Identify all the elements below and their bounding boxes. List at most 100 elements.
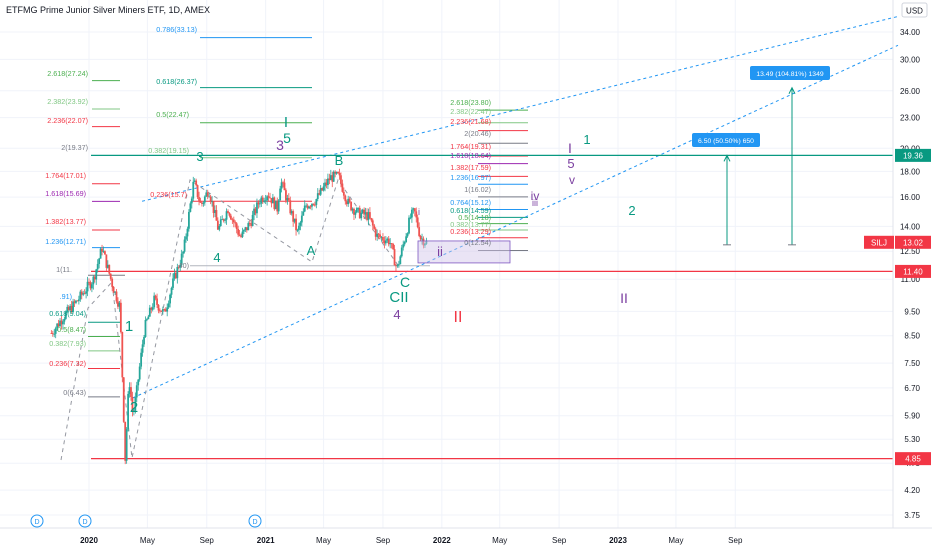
candle-body [299,222,302,226]
candle-body [290,211,293,214]
candle-body [405,236,408,243]
candle-body [318,193,321,195]
candle-body [93,276,96,280]
candle-body [114,291,116,293]
candle-body [70,305,73,312]
candle-body [216,220,219,230]
candle-body [383,240,386,244]
candle-body [311,203,313,207]
measure-box-label: 6.50 (50.50%) 650 [698,138,754,145]
candle-body [312,203,315,205]
candle-body [172,278,174,288]
candle-body [67,306,70,311]
wave-label: 4 [213,250,220,265]
candle-body [409,217,412,219]
dividend-circle [78,514,92,528]
candle-body [390,243,393,244]
price-tick-label: 5.30 [904,435,920,444]
candle-body [341,183,344,192]
price-tick-label: 30.00 [900,55,921,64]
candle-body [201,202,203,204]
candle-body [269,197,271,199]
candle-body [75,300,77,303]
candle-body [128,387,131,394]
candle-body [285,190,287,201]
candle-body [98,258,101,264]
candle-body [416,217,419,228]
currency-button[interactable]: USD [901,2,928,18]
candle-body [237,229,240,235]
fib-label: 40) [179,261,189,270]
price-badge: 19.36 [895,148,931,162]
measure-box-label: 13.49 (104.81%) 1349 [756,71,823,78]
dividend-circle [248,514,262,528]
candle-body [231,219,234,221]
candle-body [342,191,345,196]
price-tick-label: 20.00 [900,144,921,153]
time-axis[interactable]: 2020 May Sep 2021 May Sep 2022 May Sep 2023 May Sep [0,527,932,545]
candle-body [76,300,79,302]
wave-label: iii [532,198,538,208]
candle-body [280,182,283,189]
time-tick-label: 2022 [433,536,451,545]
candle-body [412,208,415,210]
candle-body [159,310,161,312]
fib-label: 1.618(15.69) [45,189,86,198]
candle-body [354,212,357,215]
dividend-circle [30,514,44,528]
candle-body [415,211,418,218]
candle-body [424,243,426,246]
candle-body [83,293,86,295]
candle-body [182,251,185,254]
candle-body [228,212,231,216]
candle-body [138,366,141,380]
candle-body [400,247,403,257]
time-tick-label: May [316,536,331,545]
fib-label: 1.236(12.71) [45,237,86,246]
dividend-label: D [82,519,87,526]
candle-body [72,301,74,312]
candle-body [395,265,397,267]
candle-body [258,203,261,205]
wave-label: 3 [196,149,203,164]
price-tick-label: 3.75 [904,511,920,520]
candle-body [357,207,360,209]
candle-body [189,203,192,212]
measure-box-bg [692,133,760,147]
wave-label: 1 [125,318,133,335]
currency-label: USD [906,7,923,16]
chart-title: ETFMG Prime Junior Silver Miners ETF, 1D… [6,5,210,15]
candle-body [303,205,306,212]
candle-body [235,223,238,230]
candle-body [183,239,186,252]
fib-label: 0.236(15.7) [150,190,187,199]
fib-label: 0.618(9.04) [49,309,86,318]
fib-label: 2(19.37) [61,143,88,152]
fib-label: 1.764(17.01) [45,171,86,180]
fib-label: 0.382(13.77) [450,220,491,229]
candle-body [148,307,151,317]
price-axis[interactable]: 34.00 30.00 26.00 23.00 20.00 18.00 16.00 14.00… [892,0,921,528]
candle-body [206,192,209,197]
price-tick-label: 7.50 [904,359,920,368]
candle-body [264,200,267,202]
candle-body [257,202,260,205]
candle-body [260,197,263,204]
candle-body [92,276,95,285]
candle-body [360,212,363,219]
wave-label: 5 [567,156,574,171]
candle-body [387,238,390,245]
candle-body [261,197,264,202]
candle-body [332,171,335,182]
candle-body [73,301,76,303]
candle-body [146,319,148,321]
candle-body [364,212,367,215]
candle-body [351,208,354,211]
candle-body [153,295,156,308]
candle-body [188,211,190,229]
candle-body [296,229,299,231]
candle-body [422,238,425,246]
candle-body [308,206,310,209]
candle-body [374,228,377,237]
